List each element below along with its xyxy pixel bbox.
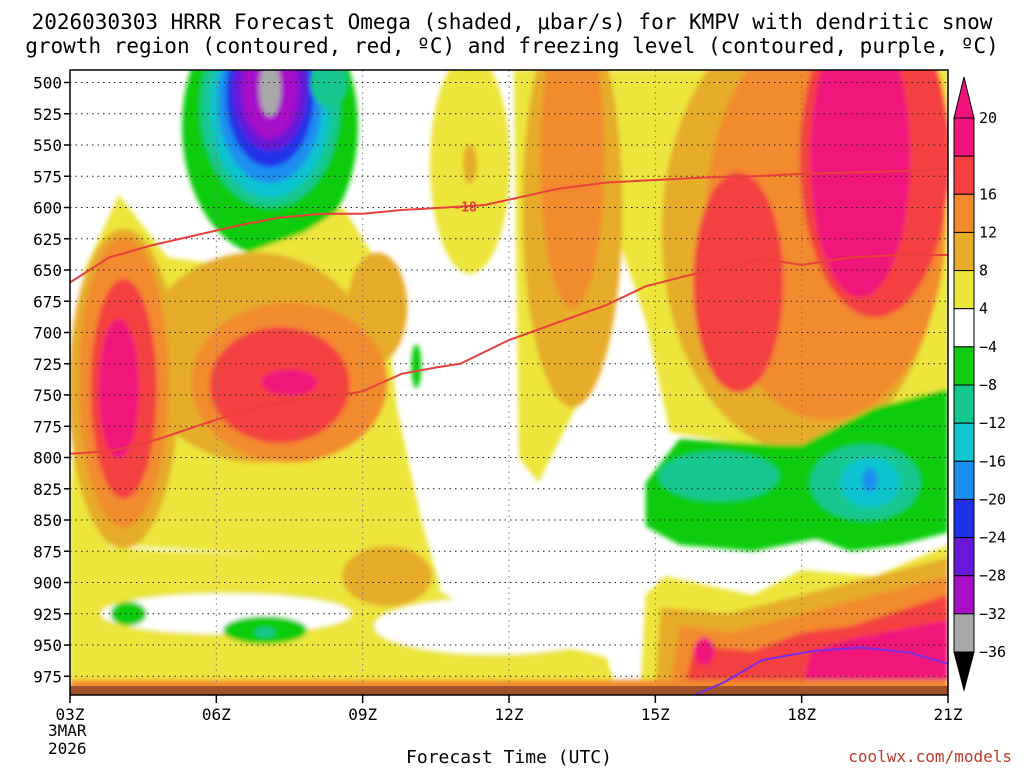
source-credit: coolwx.com/models [848, 747, 1012, 766]
colorbar-segment [953, 270, 975, 310]
y-tick-label: 875 [33, 542, 62, 561]
colorbar-segment [953, 460, 975, 500]
x-axis-title: Forecast Time (UTC) [406, 747, 612, 768]
y-axis: 500 525 550 575 600 625 650 675 700 725 750 775 800 8… [33, 74, 70, 686]
y-tick-label: 900 [33, 574, 62, 593]
contour-label: -18 [453, 200, 477, 215]
omega-cell [310, 70, 347, 108]
y-tick-label: 850 [33, 511, 62, 530]
x-tick-label: 12Z [495, 705, 524, 724]
y-tick-label: 650 [33, 261, 62, 280]
x-tick-label: 03Z [56, 705, 85, 724]
y-tick-label: 750 [33, 386, 62, 405]
y-tick-label: 800 [33, 449, 62, 468]
omega-cell [411, 344, 422, 389]
y-tick-label: 825 [33, 480, 62, 499]
plot-area: -18 [70, 70, 948, 695]
colorbar-label: −20 [979, 490, 1006, 508]
y-tick-label: 550 [33, 136, 62, 155]
colorbar-label: −4 [979, 338, 997, 356]
date-label-year: 2026 [48, 739, 87, 758]
omega-cell [258, 70, 281, 117]
y-tick-label: 525 [33, 105, 62, 124]
colorbar-label: −12 [979, 414, 1006, 432]
colorbar-label: 8 [979, 262, 988, 280]
omega-cell [255, 627, 276, 638]
colorbar-label: −8 [979, 376, 997, 394]
y-tick-label: 675 [33, 292, 62, 311]
colorbar-segment [953, 346, 975, 386]
colorbar-label: 16 [979, 185, 997, 203]
y-tick-label: 500 [33, 74, 62, 93]
omega-cell [342, 546, 433, 607]
omega-shaded-field [70, 70, 948, 695]
omega-cell [810, 70, 911, 298]
y-tick-label: 700 [33, 324, 62, 343]
colorbar-label: −32 [979, 605, 1006, 623]
colorbar-segment [953, 613, 975, 653]
temperature-contours: -18 [70, 167, 948, 695]
y-tick-label: 925 [33, 605, 62, 624]
colorbar-label: −24 [979, 529, 1006, 547]
omega-cell [462, 143, 477, 184]
colorbar-label: −28 [979, 567, 1006, 585]
date-label-month: 3MAR [48, 721, 87, 740]
colorbar-segment [953, 231, 975, 272]
colorbar-segment [953, 575, 975, 615]
colorbar-label: −16 [979, 452, 1006, 470]
chart-title-line1: 2026030303 HRRR Forecast Omega (shaded, … [32, 10, 993, 34]
contour-line [70, 254, 948, 455]
chart-title-line2: growth region (contoured, red, ºC) and f… [25, 34, 999, 58]
omega-cell [374, 598, 615, 655]
y-tick-label: 775 [33, 417, 62, 436]
omega-cell [693, 172, 784, 393]
omega-cell [110, 601, 147, 626]
colorbar-bottom-arrow [953, 651, 975, 692]
omega-cell [801, 620, 948, 689]
colorbar-segment [953, 308, 975, 348]
x-tick-label: 18Z [787, 705, 816, 724]
x-tick-label: 15Z [641, 705, 670, 724]
colorbar-segment [953, 117, 975, 157]
colorbar-segment [953, 155, 975, 195]
colorbar-top-arrow [953, 76, 975, 119]
grid-lines [70, 70, 948, 695]
colorbar-label: 4 [979, 300, 988, 318]
colorbar-label: 12 [979, 223, 997, 241]
x-tick-label: 09Z [348, 705, 377, 724]
omega-cell [694, 637, 715, 666]
contour-line [694, 646, 948, 695]
ground-surface [70, 686, 948, 695]
colorbar-segment [953, 384, 975, 424]
omega-cell [540, 70, 605, 308]
omega-cell [98, 318, 139, 459]
y-tick-label: 975 [33, 667, 62, 686]
colorbar-label: 20 [979, 109, 997, 127]
contour-line [70, 167, 948, 284]
y-tick-label: 575 [33, 167, 62, 186]
y-tick-label: 625 [33, 230, 62, 249]
y-tick-label: 950 [33, 636, 62, 655]
omega-cell [261, 369, 318, 396]
colorbar-segment [953, 193, 975, 233]
y-tick-label: 725 [33, 355, 62, 374]
x-axis: 03Z 06Z 09Z 12Z 15Z 18Z 21Z [56, 695, 963, 724]
colorbar: 20 16 12 8 4 −4 −8 −12 −16 −20 −24 −28 −32 −36 [953, 76, 1006, 692]
omega-cell [658, 451, 779, 502]
omega-cell [861, 468, 878, 492]
x-tick-label: 06Z [202, 705, 231, 724]
colorbar-segment [953, 422, 975, 462]
y-tick-label: 600 [33, 199, 62, 218]
x-tick-label: 21Z [934, 705, 963, 724]
colorbar-label: −36 [979, 643, 1006, 661]
colorbar-segment [953, 498, 975, 539]
colorbar-segment [953, 537, 975, 577]
